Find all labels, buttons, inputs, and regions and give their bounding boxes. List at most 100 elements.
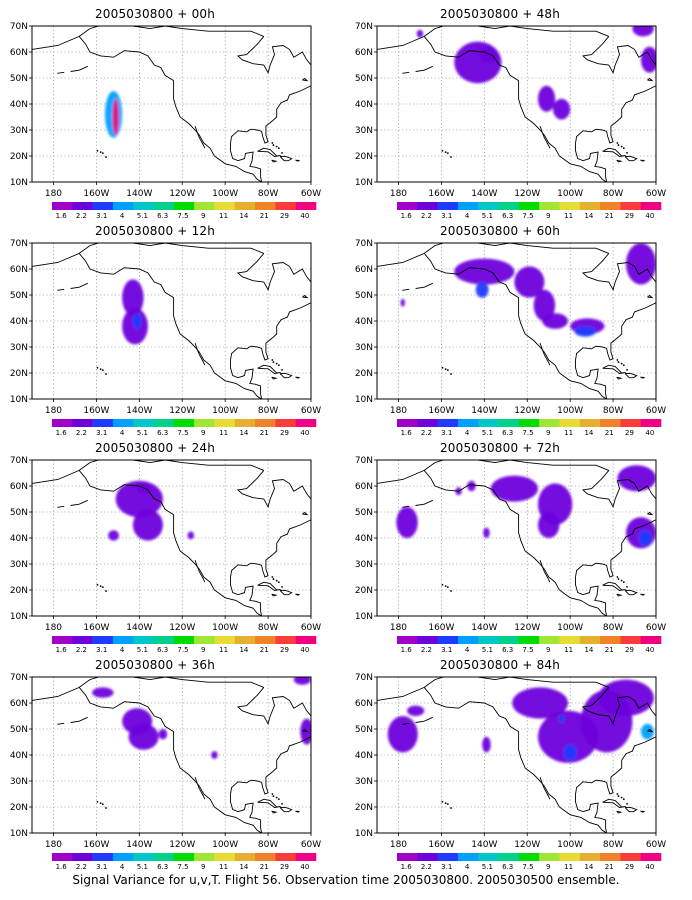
coastline [640, 376, 646, 379]
coastline [415, 716, 433, 723]
coastline [271, 810, 278, 814]
island [441, 149, 444, 152]
colorbar-swatch [173, 202, 195, 210]
colorbar-label: 5.1 [482, 646, 493, 654]
colorbar-label: 2.2 [421, 212, 432, 220]
colorbar-label: 29 [625, 646, 634, 654]
colorbar-label: 21 [260, 646, 269, 654]
colorbar-swatch [417, 636, 438, 644]
colorbar-swatch [153, 419, 175, 427]
lat-tick-label: 30N [10, 777, 28, 787]
colorbar-label: 7.5 [522, 212, 533, 220]
colorbar-label: 1.6 [56, 863, 68, 871]
variance-shading [638, 530, 652, 546]
colorbar-label: 3.1 [441, 863, 452, 871]
colorbar-swatch [112, 853, 134, 861]
colorbar-label: 40 [300, 646, 309, 654]
colorbar-label: 1.6 [56, 429, 68, 437]
variance-shading [514, 266, 545, 298]
variance-shading [128, 723, 159, 750]
colorbar-swatch [417, 202, 438, 210]
coastline [230, 85, 311, 182]
colorbar-swatch [133, 419, 154, 427]
colorbar-swatch [579, 636, 601, 644]
coastline [581, 253, 656, 291]
panel-title: 2005030800 + 84h [439, 658, 561, 672]
lon-tick-label: 180 [390, 406, 407, 416]
colorbar-label: 29 [280, 646, 289, 654]
colorbar-swatch [600, 419, 621, 427]
island [275, 145, 278, 148]
coastline [302, 77, 309, 82]
colorbar-label: 3.1 [441, 429, 452, 437]
variance-shading [537, 85, 556, 112]
colorbar-label: 5.1 [482, 863, 493, 871]
lon-tick-label: 80W [258, 623, 278, 633]
lon-tick-label: 100W [557, 189, 583, 199]
map-plot: 10N 20N 30N 40N 50N 60N 70N 180 160W 140W 120W 100W… [10, 456, 321, 654]
lon-tick-label: 140W [471, 406, 497, 416]
lon-tick-label: 100W [557, 840, 583, 850]
map-plot: 10N 20N 30N 40N 50N 60N 70N 180 160W 140W 120W 100W… [10, 22, 321, 220]
lon-tick-label: 180 [390, 623, 407, 633]
lat-tick-label: 10N [10, 612, 28, 622]
island [441, 800, 444, 803]
colorbar-label: 29 [625, 863, 634, 871]
variance-shading [563, 744, 577, 761]
lon-tick-label: 60W [301, 406, 321, 416]
variance-shading [407, 705, 425, 716]
colorbar-swatch [397, 202, 418, 210]
lat-tick-label: 70N [10, 22, 28, 32]
colorbar-label: 21 [260, 429, 269, 437]
colorbar-swatch [255, 853, 276, 861]
colorbar-label: 3.1 [96, 212, 107, 220]
panel-title: 2005030800 + 36h [94, 658, 216, 672]
coastline [423, 470, 607, 616]
lat-tick-label: 30N [10, 126, 28, 136]
colorbar-label: 2.2 [421, 429, 432, 437]
island [622, 798, 625, 801]
island [616, 793, 619, 795]
coastline [575, 302, 656, 399]
colorbar-swatch [234, 419, 256, 427]
lat-tick-label: 60N [355, 482, 373, 492]
variance-shading [108, 530, 119, 541]
lat-tick-label: 60N [10, 482, 28, 492]
lon-tick-label: 140W [126, 189, 152, 199]
colorbar-swatch [295, 853, 317, 861]
colorbar-label: 9 [201, 212, 205, 220]
coastline [616, 159, 623, 163]
colorbar-label: 1.6 [56, 212, 68, 220]
coastline [236, 253, 311, 291]
colorbar-swatch [173, 636, 195, 644]
colorbar-swatch [457, 636, 479, 644]
variance-shading [467, 480, 476, 492]
colorbar-swatch [640, 853, 662, 861]
coastline [32, 460, 264, 484]
island [616, 359, 619, 361]
coastline [78, 470, 262, 616]
colorbar-swatch [417, 853, 438, 861]
coastline [640, 810, 646, 813]
colorbar-swatch [600, 636, 621, 644]
colorbar-label: 14 [239, 646, 248, 654]
lat-tick-label: 10N [10, 178, 28, 188]
colorbar-label: 5.1 [137, 429, 148, 437]
coastline [657, 725, 671, 737]
variance-shading [416, 29, 424, 38]
map-plot: 10N 20N 30N 40N 50N 60N 70N 180 160W 140W 120W 100W… [355, 239, 666, 437]
variance-shading [617, 465, 656, 492]
colorbar-swatch [92, 419, 114, 427]
variance-shading [482, 736, 491, 753]
lon-tick-label: 120W [514, 406, 540, 416]
colorbar-swatch [478, 853, 499, 861]
lat-tick-label: 40N [355, 100, 373, 110]
panel-title: 2005030800 + 60h [439, 224, 561, 238]
lat-tick-label: 60N [10, 48, 28, 58]
coastline [257, 798, 281, 808]
colorbar-swatch [72, 636, 93, 644]
coastline [236, 687, 311, 725]
colorbar-label: 4 [120, 863, 125, 871]
colorbar-swatch [255, 419, 276, 427]
colorbar-label: 9 [201, 429, 205, 437]
